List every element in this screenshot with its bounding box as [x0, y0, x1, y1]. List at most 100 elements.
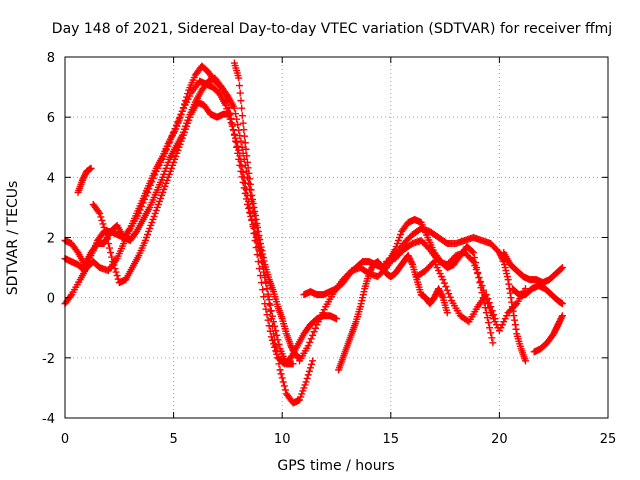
- data-point: [509, 307, 517, 315]
- data-point: [439, 276, 447, 284]
- data-point: [245, 204, 253, 212]
- data-point: [224, 98, 232, 106]
- data-point: [236, 161, 244, 169]
- data-point: [278, 374, 286, 382]
- y-tick-label: 4: [47, 171, 55, 186]
- data-point: [488, 334, 496, 342]
- data-point: [243, 152, 251, 160]
- data-point: [424, 244, 432, 252]
- data-point: [112, 268, 120, 276]
- data-point: [443, 309, 451, 317]
- data-point: [485, 319, 493, 327]
- data-point: [228, 120, 236, 128]
- data-point: [95, 208, 103, 216]
- y-tick-label: -4: [42, 412, 55, 427]
- grid-layer: [65, 57, 608, 418]
- data-point: [256, 236, 264, 244]
- data-point: [440, 279, 448, 287]
- data-point: [469, 249, 477, 257]
- data-point: [484, 295, 492, 303]
- series-track-k: [413, 258, 499, 326]
- data-point: [229, 126, 237, 134]
- data-point: [472, 266, 480, 274]
- data-point: [237, 167, 245, 175]
- data-point: [302, 378, 310, 386]
- data-point: [238, 104, 246, 112]
- data-point: [309, 357, 317, 365]
- data-point: [234, 149, 242, 157]
- data-point: [96, 209, 104, 217]
- data-point: [73, 247, 81, 255]
- data-point: [264, 316, 272, 324]
- data-point: [240, 184, 248, 192]
- series-track-d: [74, 164, 95, 196]
- data-point: [511, 321, 519, 329]
- data-point: [478, 282, 486, 290]
- data-point: [271, 322, 279, 330]
- x-tick-label: 15: [383, 432, 400, 447]
- data-point: [281, 386, 289, 394]
- data-point: [304, 371, 312, 379]
- series-track-e: [89, 98, 234, 287]
- data-point: [264, 290, 272, 298]
- data-point: [242, 145, 250, 153]
- data-point: [277, 370, 285, 378]
- data-point: [104, 240, 112, 248]
- data-point: [438, 292, 446, 300]
- series-track-i: [335, 252, 451, 374]
- data-point: [241, 132, 249, 140]
- data-point: [268, 312, 276, 320]
- data-point: [303, 374, 311, 382]
- data-point: [508, 303, 516, 311]
- data-point: [246, 175, 254, 183]
- data-point: [255, 231, 263, 239]
- data-point: [521, 357, 529, 365]
- data-point: [182, 97, 190, 105]
- data-point: [125, 226, 133, 234]
- data-point: [238, 173, 246, 181]
- data-point: [267, 307, 275, 315]
- data-point: [482, 291, 490, 299]
- data-point: [263, 285, 271, 293]
- data-point: [260, 257, 268, 265]
- data-point: [101, 227, 109, 235]
- data-point: [178, 107, 186, 115]
- data-point: [113, 272, 121, 280]
- data-point: [249, 220, 257, 228]
- data-point: [487, 329, 495, 337]
- data-point: [511, 316, 519, 324]
- data-point: [254, 227, 262, 235]
- data-point: [468, 256, 476, 264]
- data-point: [305, 367, 313, 375]
- data-point: [247, 212, 255, 220]
- data-point: [491, 315, 499, 323]
- data-point: [240, 126, 248, 134]
- y-axis-label: SDTVAR / TECUs: [5, 181, 21, 296]
- data-point: [263, 311, 271, 319]
- data-point: [251, 207, 259, 215]
- data-point: [239, 178, 247, 186]
- data-point: [249, 195, 257, 203]
- y-tick-label: 8: [47, 51, 55, 66]
- data-point: [408, 259, 416, 267]
- data-point: [474, 270, 482, 278]
- data-point: [108, 253, 116, 261]
- data-point: [273, 331, 281, 339]
- data-point: [486, 324, 494, 332]
- data-point: [66, 292, 74, 300]
- data-point: [246, 208, 254, 216]
- data-point: [506, 289, 514, 297]
- data-point: [248, 191, 256, 199]
- data-point: [97, 213, 105, 221]
- data-point: [250, 224, 258, 232]
- data-point: [307, 335, 315, 343]
- data-point: [233, 143, 241, 151]
- data-point: [289, 360, 297, 368]
- data-point: [475, 274, 483, 282]
- data-point: [508, 298, 516, 306]
- data-point: [227, 115, 235, 123]
- data-point: [487, 303, 495, 311]
- data-point: [100, 223, 108, 231]
- data-point: [253, 219, 261, 227]
- data-point: [446, 293, 454, 301]
